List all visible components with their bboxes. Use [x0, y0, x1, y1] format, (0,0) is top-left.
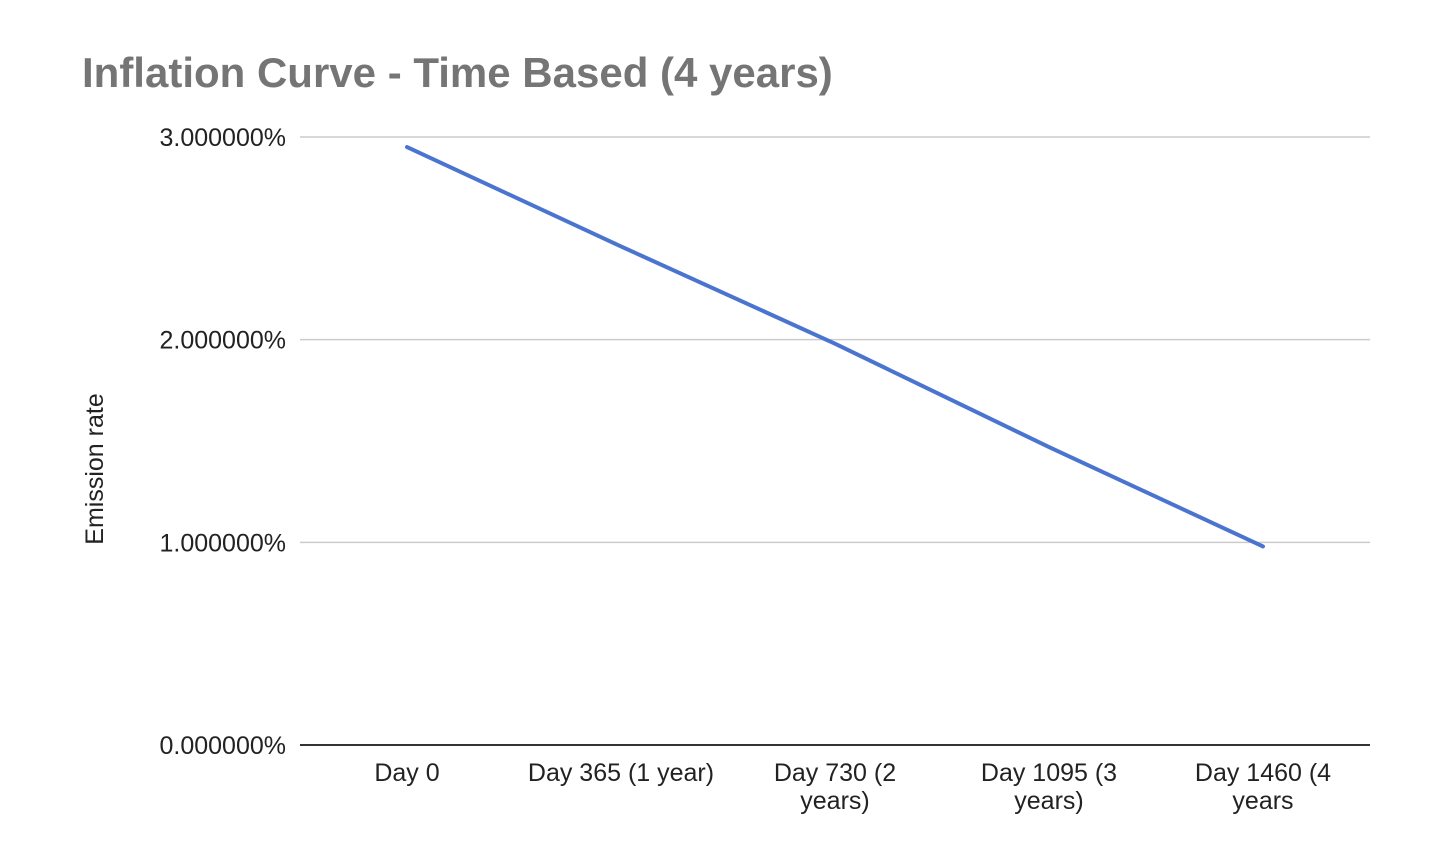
x-axis-ticks: Day 0 Day 365 (1 year) Day 730 (2 years) Day… [374, 759, 1331, 815]
series-lines [405, 145, 1265, 549]
gridlines [300, 136, 1370, 746]
y-tick-label: 0.000000% [159, 732, 286, 760]
y-tick-label: 3.000000% [159, 124, 286, 152]
x-tick-label: Day 0 [374, 759, 439, 787]
y-axis-label: Emission rate [81, 393, 109, 544]
y-tick-label: 2.000000% [159, 327, 286, 355]
x-tick-label: Day 1095 (3 years) [981, 759, 1117, 815]
x-tick-label: Day 365 (1 year) [528, 759, 714, 787]
y-axis-ticks: 0.000000% 1.000000% 2.000000% 3.000000% [159, 124, 286, 760]
series-line [405, 145, 1265, 549]
x-tick-label: Day 1460 (4 years [1195, 759, 1331, 815]
chart-title: Inflation Curve - Time Based (4 years) [82, 49, 833, 96]
y-tick-label: 1.000000% [159, 529, 286, 557]
x-tick-label: Day 730 (2 years) [774, 759, 896, 815]
